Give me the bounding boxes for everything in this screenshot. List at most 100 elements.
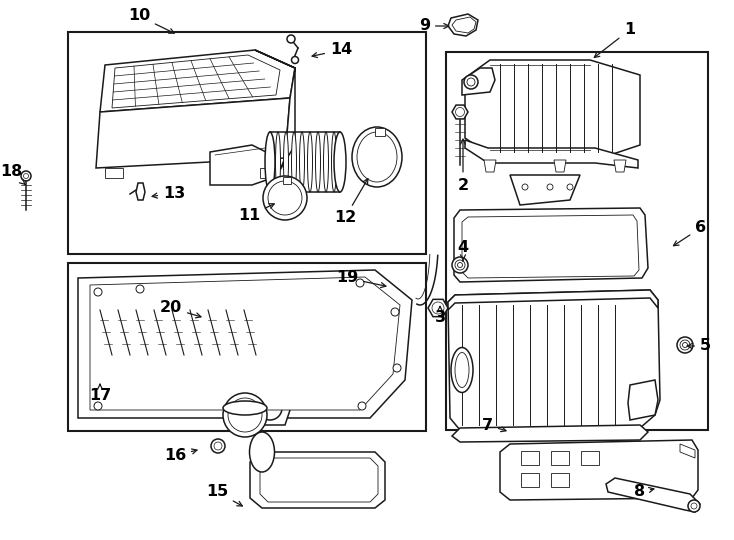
Polygon shape bbox=[448, 290, 658, 310]
Polygon shape bbox=[283, 177, 291, 184]
Polygon shape bbox=[255, 50, 295, 170]
Circle shape bbox=[356, 279, 364, 287]
Ellipse shape bbox=[250, 432, 275, 472]
Circle shape bbox=[522, 184, 528, 190]
Bar bbox=[551, 451, 569, 465]
Circle shape bbox=[94, 288, 102, 296]
Text: 15: 15 bbox=[206, 484, 242, 506]
Text: 12: 12 bbox=[334, 179, 368, 226]
Text: 20: 20 bbox=[160, 300, 201, 318]
Circle shape bbox=[214, 442, 222, 450]
Circle shape bbox=[393, 364, 401, 372]
Text: 17: 17 bbox=[89, 384, 111, 402]
Text: 7: 7 bbox=[482, 417, 506, 433]
Polygon shape bbox=[260, 168, 278, 178]
Text: 1: 1 bbox=[595, 23, 635, 57]
Polygon shape bbox=[448, 290, 660, 430]
Polygon shape bbox=[452, 17, 476, 33]
Circle shape bbox=[136, 285, 144, 293]
Text: 9: 9 bbox=[419, 18, 448, 33]
Ellipse shape bbox=[223, 393, 267, 437]
Circle shape bbox=[547, 184, 553, 190]
Ellipse shape bbox=[258, 396, 282, 420]
Circle shape bbox=[94, 402, 102, 410]
Circle shape bbox=[691, 503, 697, 509]
Polygon shape bbox=[462, 68, 495, 95]
Polygon shape bbox=[100, 50, 295, 112]
Polygon shape bbox=[448, 14, 478, 36]
Circle shape bbox=[432, 302, 444, 314]
Polygon shape bbox=[112, 55, 280, 108]
Ellipse shape bbox=[464, 75, 478, 89]
Polygon shape bbox=[250, 390, 290, 425]
Polygon shape bbox=[96, 98, 290, 168]
Circle shape bbox=[456, 107, 465, 117]
Ellipse shape bbox=[455, 353, 469, 388]
Bar bbox=[68, 32, 426, 254]
Polygon shape bbox=[628, 380, 658, 420]
Polygon shape bbox=[260, 458, 378, 502]
Text: 16: 16 bbox=[164, 449, 197, 463]
Ellipse shape bbox=[457, 262, 462, 267]
Ellipse shape bbox=[452, 257, 468, 273]
Text: 5: 5 bbox=[687, 339, 711, 354]
Circle shape bbox=[567, 184, 573, 190]
Circle shape bbox=[688, 500, 700, 512]
Polygon shape bbox=[454, 208, 648, 282]
Ellipse shape bbox=[352, 127, 402, 187]
Text: 10: 10 bbox=[128, 9, 174, 33]
Ellipse shape bbox=[332, 132, 336, 192]
Ellipse shape bbox=[263, 176, 307, 220]
Polygon shape bbox=[554, 160, 566, 172]
Ellipse shape bbox=[291, 132, 297, 192]
Polygon shape bbox=[510, 175, 580, 205]
Polygon shape bbox=[500, 440, 698, 500]
Ellipse shape bbox=[316, 132, 321, 192]
Polygon shape bbox=[484, 160, 496, 172]
Ellipse shape bbox=[267, 132, 272, 192]
Circle shape bbox=[291, 57, 299, 64]
Polygon shape bbox=[90, 277, 400, 410]
Polygon shape bbox=[462, 215, 639, 278]
Ellipse shape bbox=[308, 132, 313, 192]
Polygon shape bbox=[136, 183, 145, 200]
Polygon shape bbox=[78, 270, 412, 418]
Text: 19: 19 bbox=[335, 271, 386, 288]
Circle shape bbox=[211, 439, 225, 453]
Text: 3: 3 bbox=[435, 306, 446, 326]
Ellipse shape bbox=[683, 342, 688, 348]
Polygon shape bbox=[210, 145, 272, 185]
Polygon shape bbox=[105, 168, 123, 178]
Circle shape bbox=[358, 402, 366, 410]
Circle shape bbox=[23, 173, 29, 179]
Ellipse shape bbox=[467, 78, 475, 86]
Ellipse shape bbox=[299, 132, 305, 192]
Bar bbox=[521, 451, 539, 465]
Text: 8: 8 bbox=[634, 484, 654, 500]
Polygon shape bbox=[614, 160, 626, 172]
Bar bbox=[310, 470, 340, 485]
Ellipse shape bbox=[357, 132, 397, 182]
Ellipse shape bbox=[324, 132, 329, 192]
Polygon shape bbox=[606, 478, 700, 512]
Circle shape bbox=[21, 171, 31, 181]
Ellipse shape bbox=[451, 348, 473, 393]
Text: 4: 4 bbox=[457, 240, 468, 261]
Polygon shape bbox=[680, 444, 695, 458]
Text: 14: 14 bbox=[312, 43, 352, 58]
Bar bbox=[446, 52, 708, 430]
Text: 6: 6 bbox=[674, 220, 706, 246]
Ellipse shape bbox=[228, 398, 262, 432]
Polygon shape bbox=[452, 425, 648, 442]
Text: 18: 18 bbox=[0, 165, 25, 185]
Polygon shape bbox=[250, 452, 385, 508]
Ellipse shape bbox=[275, 132, 280, 192]
Text: 2: 2 bbox=[457, 139, 468, 192]
Ellipse shape bbox=[680, 340, 690, 350]
Ellipse shape bbox=[268, 181, 302, 215]
Bar bbox=[521, 473, 539, 487]
Ellipse shape bbox=[334, 132, 346, 192]
Bar bbox=[551, 473, 569, 487]
Polygon shape bbox=[465, 60, 640, 160]
Ellipse shape bbox=[455, 260, 465, 270]
